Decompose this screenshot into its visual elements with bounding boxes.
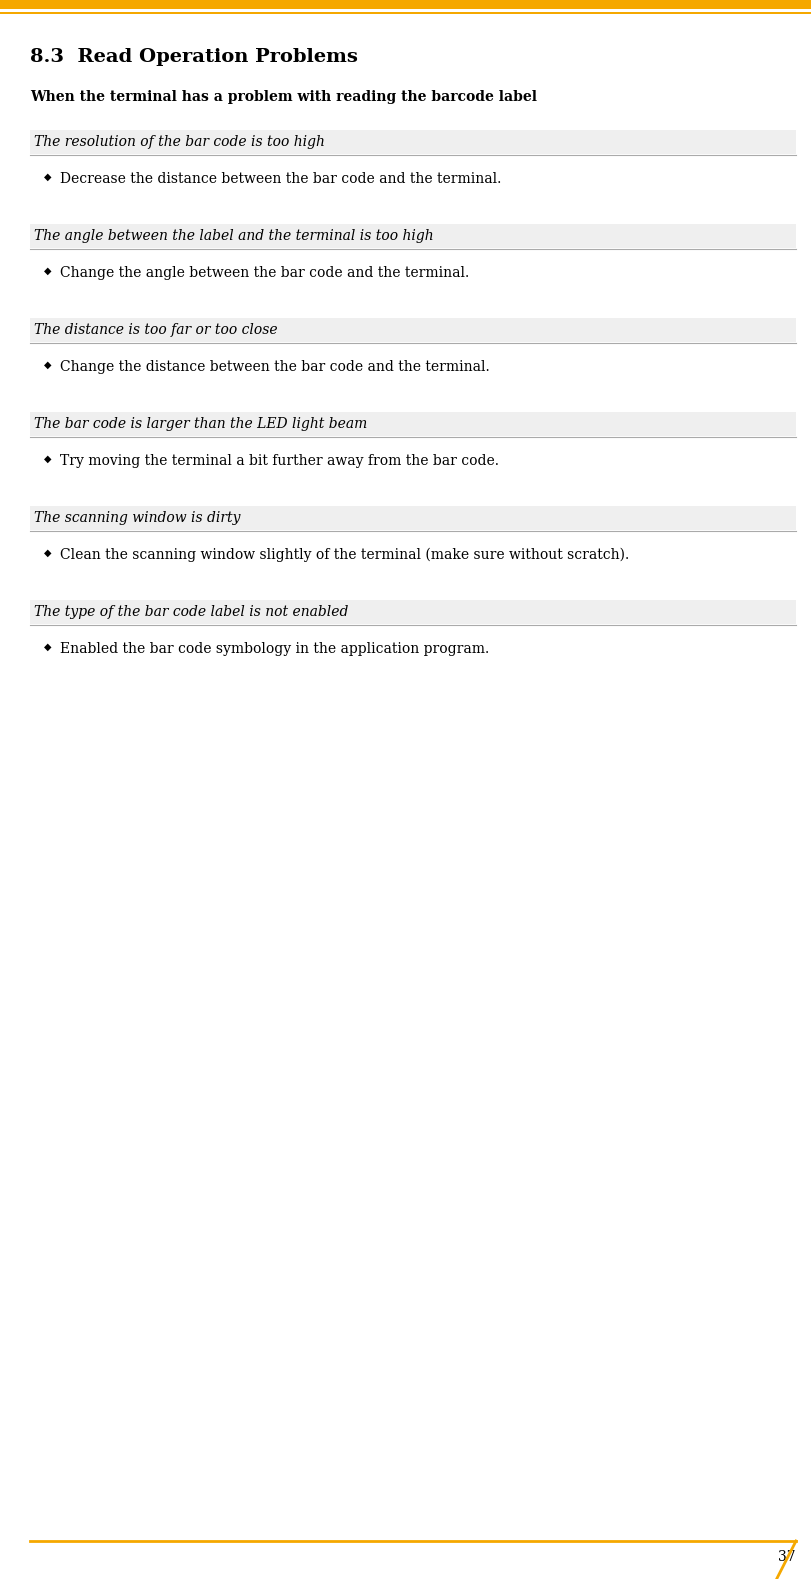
Text: ◆: ◆ bbox=[44, 360, 52, 369]
Text: ◆: ◆ bbox=[44, 455, 52, 464]
Text: Try moving the terminal a bit further away from the bar code.: Try moving the terminal a bit further aw… bbox=[60, 455, 499, 467]
Text: The scanning window is dirty: The scanning window is dirty bbox=[34, 512, 241, 524]
Text: ◆: ◆ bbox=[44, 548, 52, 557]
Text: The angle between the label and the terminal is too high: The angle between the label and the term… bbox=[34, 229, 434, 243]
Text: Change the angle between the bar code and the terminal.: Change the angle between the bar code an… bbox=[60, 265, 470, 279]
Text: The type of the bar code label is not enabled: The type of the bar code label is not en… bbox=[34, 605, 349, 619]
Bar bbox=[0, 0, 811, 9]
Text: Clean the scanning window slightly of the terminal (make sure without scratch).: Clean the scanning window slightly of th… bbox=[60, 548, 629, 562]
Bar bbox=[30, 317, 796, 343]
Text: 8.3  Read Operation Problems: 8.3 Read Operation Problems bbox=[30, 47, 358, 66]
Text: ◆: ◆ bbox=[44, 643, 52, 652]
Bar bbox=[30, 224, 796, 248]
Text: ◆: ◆ bbox=[44, 172, 52, 182]
Text: Decrease the distance between the bar code and the terminal.: Decrease the distance between the bar co… bbox=[60, 172, 501, 186]
Text: The resolution of the bar code is too high: The resolution of the bar code is too hi… bbox=[34, 134, 325, 148]
Text: The distance is too far or too close: The distance is too far or too close bbox=[34, 324, 277, 336]
Bar bbox=[0, 13, 811, 14]
Text: Enabled the bar code symbology in the application program.: Enabled the bar code symbology in the ap… bbox=[60, 643, 489, 655]
Bar bbox=[30, 129, 796, 155]
Text: 37: 37 bbox=[779, 1551, 796, 1565]
Bar bbox=[30, 600, 796, 624]
Text: When the terminal has a problem with reading the barcode label: When the terminal has a problem with rea… bbox=[30, 90, 537, 104]
Text: ◆: ◆ bbox=[44, 265, 52, 276]
Bar bbox=[30, 505, 796, 531]
Text: Change the distance between the bar code and the terminal.: Change the distance between the bar code… bbox=[60, 360, 490, 374]
Text: The bar code is larger than the LED light beam: The bar code is larger than the LED ligh… bbox=[34, 417, 367, 431]
Bar bbox=[30, 412, 796, 436]
